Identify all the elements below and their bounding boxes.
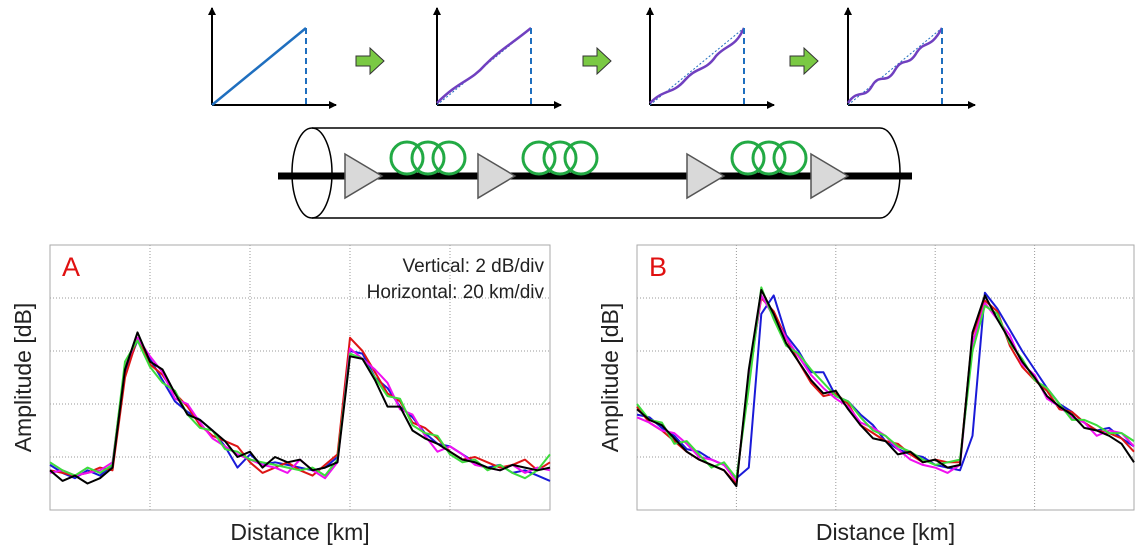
data-line	[636, 297, 1135, 485]
diagram	[208, 7, 976, 219]
data-line	[49, 331, 551, 485]
fiber-link	[278, 127, 912, 219]
data-line	[636, 291, 1135, 480]
annotation: Horizontal: 20 km/div	[367, 282, 545, 303]
panel-label: B	[649, 252, 667, 282]
step-arrow	[582, 46, 612, 76]
plot-frame	[636, 244, 1135, 511]
y-axis-label: Amplitude [dB]	[597, 303, 623, 453]
plot-frame	[49, 244, 551, 511]
y-axis-label: Amplitude [dB]	[10, 303, 36, 453]
data-line	[636, 289, 1135, 488]
data-line	[49, 336, 551, 477]
x-axis-label: Distance [km]	[230, 519, 369, 545]
annotation: Vertical: 2 dB/div	[402, 256, 544, 277]
chart-panel: A Vertical: 2 dB/div Horizontal: 20 km/div…	[10, 244, 551, 545]
data-line	[636, 286, 1135, 480]
mini-plot	[208, 7, 337, 109]
mini-plot	[844, 7, 976, 109]
step-arrow	[789, 46, 819, 76]
chart-panel: B Distance [km] Amplitude [dB]	[597, 244, 1135, 545]
panel-label: A	[62, 252, 80, 282]
x-axis-label: Distance [km]	[816, 519, 955, 545]
step-arrow	[355, 46, 385, 76]
mini-plot	[433, 7, 562, 109]
data-line	[636, 294, 1135, 482]
mini-plot	[646, 7, 775, 109]
